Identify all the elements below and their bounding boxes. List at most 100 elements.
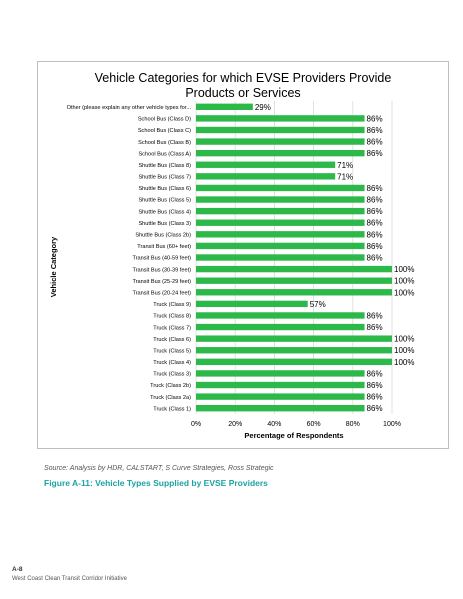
category-label: Truck (Class 1) bbox=[153, 406, 191, 412]
value-label: 86% bbox=[367, 311, 383, 320]
bar bbox=[196, 161, 336, 168]
footer-text: West Coast Clean Transit Corridor Initia… bbox=[12, 576, 127, 582]
value-label: 86% bbox=[367, 138, 383, 147]
category-label: Transit Bus (60+ feet) bbox=[137, 244, 191, 250]
value-label: 86% bbox=[367, 207, 383, 216]
value-label: 29% bbox=[255, 103, 271, 112]
figure-caption: Figure A-11: Vehicle Types Supplied by E… bbox=[44, 478, 268, 488]
chart-title-line-2: Products or Services bbox=[185, 86, 301, 100]
category-label: Truck (Class 8) bbox=[153, 314, 191, 320]
value-label: 86% bbox=[367, 369, 383, 378]
category-label: Truck (Class 2b) bbox=[150, 383, 191, 389]
y-axis-label: Vehicle Category bbox=[49, 236, 58, 297]
category-label: Truck (Class 6) bbox=[153, 337, 191, 343]
category-labels: Other (please explain any other vehicle … bbox=[67, 105, 192, 412]
bar bbox=[196, 207, 365, 215]
category-label: Transit Bus (30-39 feet) bbox=[132, 267, 191, 273]
category-label: Shuttle Bus (Class 6) bbox=[138, 186, 191, 192]
value-label: 86% bbox=[367, 219, 383, 228]
category-label: School Bus (Class A) bbox=[138, 151, 191, 157]
category-label: School Bus (Class D) bbox=[138, 117, 191, 123]
x-tick-label: 0% bbox=[191, 421, 201, 428]
bar bbox=[196, 149, 365, 157]
value-label: 86% bbox=[367, 254, 383, 263]
category-label: Transit Bus (20-24 feet) bbox=[132, 290, 191, 296]
bar-chart: Other (please explain any other vehicle … bbox=[49, 101, 415, 440]
x-tick-label: 80% bbox=[346, 421, 360, 428]
source-note: Source: Analysis by HDR, CALSTART, S Cur… bbox=[44, 465, 274, 472]
bar bbox=[196, 300, 308, 308]
bar bbox=[196, 347, 392, 354]
bar bbox=[196, 138, 365, 145]
bar bbox=[196, 289, 392, 296]
x-tick-label: 100% bbox=[383, 421, 401, 428]
chart-title-line-1: Vehicle Categories for which EVSE Provid… bbox=[94, 71, 392, 85]
bar bbox=[196, 393, 365, 400]
category-label: Shuttle Bus (Class 4) bbox=[138, 209, 191, 215]
value-label: 86% bbox=[367, 114, 383, 123]
value-label: 86% bbox=[367, 230, 383, 239]
category-label: Shuttle Bus (Class 3) bbox=[138, 221, 191, 227]
category-label: Truck (Class 4) bbox=[153, 360, 191, 366]
value-label: 86% bbox=[367, 242, 383, 251]
bar bbox=[196, 173, 336, 180]
bar bbox=[196, 312, 365, 319]
bar bbox=[196, 381, 365, 389]
bar bbox=[196, 405, 365, 412]
bar bbox=[196, 242, 365, 250]
category-label: Shuttle Bus (Class 5) bbox=[138, 198, 191, 204]
bar bbox=[196, 335, 392, 342]
bar bbox=[196, 103, 253, 110]
category-label: Truck (Class 5) bbox=[153, 348, 191, 354]
x-tick-label: 60% bbox=[307, 421, 321, 428]
category-label: Other (please explain any other vehicle … bbox=[67, 105, 192, 111]
value-label: 100% bbox=[394, 346, 414, 355]
chart-frame bbox=[37, 61, 449, 449]
bar bbox=[196, 254, 365, 261]
value-label: 86% bbox=[367, 404, 383, 413]
value-label: 100% bbox=[394, 265, 414, 274]
x-tick-label: 20% bbox=[228, 421, 242, 428]
bar bbox=[196, 184, 365, 192]
bar bbox=[196, 265, 392, 273]
value-label: 86% bbox=[367, 393, 383, 402]
bar bbox=[196, 358, 392, 366]
bar bbox=[196, 370, 365, 377]
value-label: 71% bbox=[337, 172, 353, 181]
bar bbox=[196, 115, 365, 122]
value-labels: 29% 86% 86% 86% 86% 71% 71% 86% 86% 86% 86% 86% 86% 8… bbox=[255, 103, 415, 413]
value-label: 100% bbox=[394, 288, 414, 297]
bar bbox=[196, 231, 365, 238]
x-axis-label: Percentage of Respondents bbox=[244, 431, 343, 440]
bar bbox=[196, 219, 365, 226]
x-tick-label: 40% bbox=[267, 421, 281, 428]
value-label: 86% bbox=[367, 149, 383, 158]
category-label: School Bus (Class C) bbox=[138, 128, 191, 134]
value-label: 100% bbox=[394, 358, 414, 367]
category-label: Shuttle Bus (Class 2b) bbox=[135, 233, 191, 239]
category-label: Truck (Class 3) bbox=[153, 372, 191, 378]
value-label: 86% bbox=[367, 323, 383, 332]
category-label: Truck (Class 7) bbox=[153, 325, 191, 331]
x-tick-labels: 0% 20% 40% 60% 80% 100% bbox=[191, 421, 401, 428]
value-label: 86% bbox=[367, 126, 383, 135]
value-label: 100% bbox=[394, 335, 414, 344]
value-label: 71% bbox=[337, 161, 353, 170]
category-label: School Bus (Class B) bbox=[138, 140, 191, 146]
bar bbox=[196, 196, 365, 203]
value-label: 86% bbox=[367, 196, 383, 205]
value-label: 100% bbox=[394, 277, 414, 286]
category-label: Transit Bus (40-59 feet) bbox=[132, 256, 191, 262]
category-label: Truck (Class 2a) bbox=[150, 395, 191, 401]
bars bbox=[196, 103, 392, 412]
value-label: 86% bbox=[367, 184, 383, 193]
value-label: 86% bbox=[367, 381, 383, 390]
bar bbox=[196, 323, 365, 331]
page-number: A-8 bbox=[12, 566, 23, 573]
bar bbox=[196, 277, 392, 284]
category-label: Shuttle Bus (Class 8) bbox=[138, 163, 191, 169]
category-label: Truck (Class 9) bbox=[153, 302, 191, 308]
bar bbox=[196, 126, 365, 134]
category-label: Transit Bus (25-29 feet) bbox=[132, 279, 191, 285]
value-label: 57% bbox=[310, 300, 326, 309]
